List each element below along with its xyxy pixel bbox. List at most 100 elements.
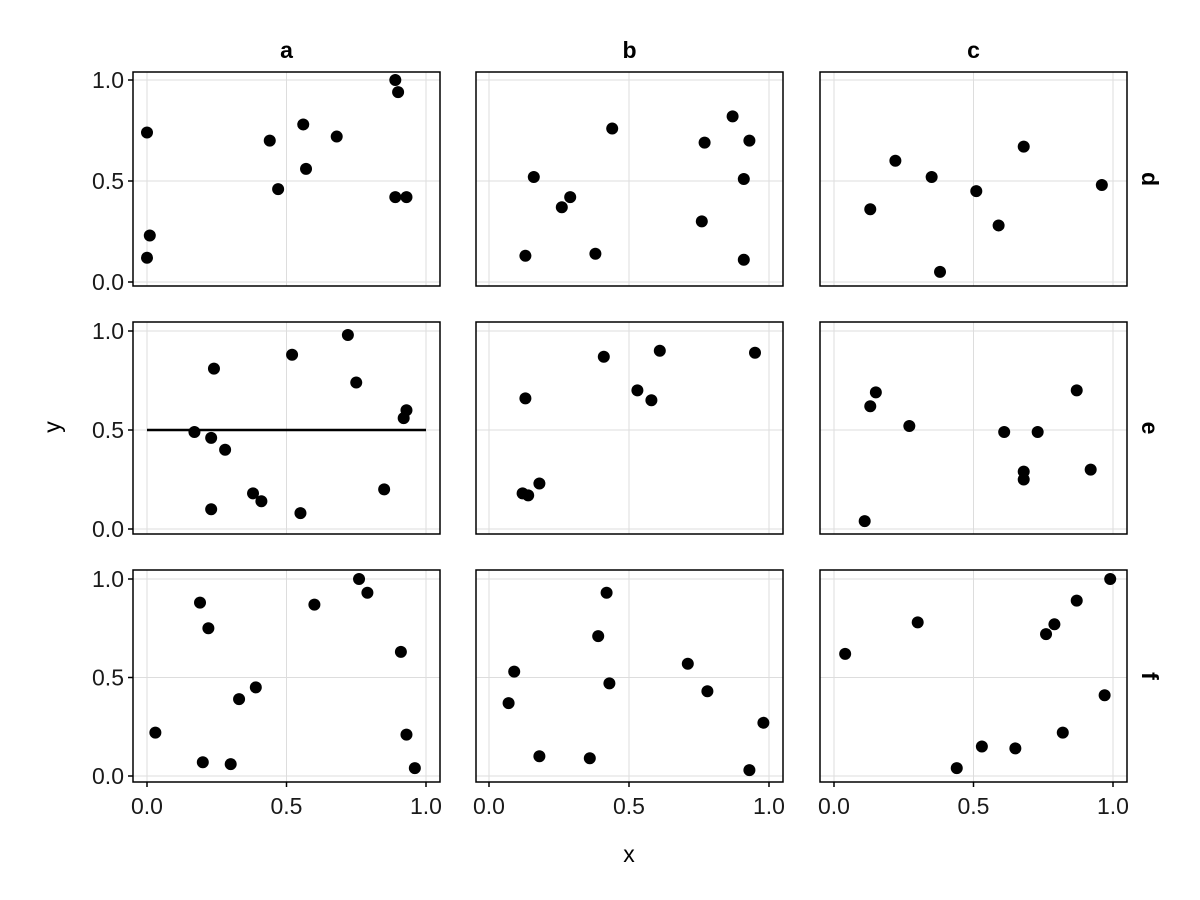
y-tick-label: 0.5 <box>92 168 124 194</box>
data-point <box>408 762 421 775</box>
data-point <box>207 362 220 375</box>
data-point <box>300 162 313 175</box>
data-point <box>219 443 232 456</box>
data-point <box>392 86 405 99</box>
data-point <box>1056 726 1069 739</box>
panel-frame-d-b <box>475 71 784 287</box>
data-point <box>597 350 610 363</box>
data-point <box>141 251 153 264</box>
data-point <box>297 118 310 131</box>
data-point <box>294 507 307 520</box>
data-point <box>1048 618 1061 631</box>
tick-layer: 0.0 0.5 1.0 0.0 0.5 1.0 0.0 0.5 1.0 0.0 0.5 1.0 0.0 0… <box>92 67 1129 819</box>
data-point <box>975 740 988 753</box>
data-point <box>589 247 602 260</box>
data-point <box>1070 384 1083 397</box>
data-point <box>950 762 963 775</box>
data-point <box>141 126 153 139</box>
data-point <box>255 495 268 508</box>
data-point <box>992 219 1005 232</box>
x-tick-label: 0.5 <box>613 793 645 819</box>
x-tick-label: 0.0 <box>818 793 850 819</box>
x-tick-label: 0.5 <box>958 793 990 819</box>
data-point <box>1084 463 1097 476</box>
data-point <box>998 425 1011 438</box>
data-point <box>400 404 413 417</box>
y-tick-label: 1.0 <box>92 67 124 93</box>
data-point <box>583 752 596 765</box>
data-point <box>592 630 605 643</box>
data-point <box>701 685 714 698</box>
row-title-f: f <box>1137 672 1163 680</box>
data-point <box>196 756 209 769</box>
data-point <box>645 394 658 407</box>
y-tick-label: 1.0 <box>92 318 124 344</box>
data-point <box>839 647 852 660</box>
data-point <box>1031 425 1044 438</box>
data-point <box>308 598 321 611</box>
data-point <box>533 477 546 490</box>
row-title-d: d <box>1137 172 1163 186</box>
data-point <box>263 134 276 147</box>
x-tick-label: 0.0 <box>473 793 505 819</box>
column-title-c: c <box>967 37 980 63</box>
data-point <box>555 201 568 214</box>
data-point <box>743 764 756 777</box>
data-point <box>272 183 285 196</box>
data-point <box>202 622 215 635</box>
data-point <box>400 191 413 204</box>
panel-frame-e-c <box>819 321 1128 535</box>
data-point <box>522 489 535 502</box>
data-point <box>603 677 616 690</box>
data-point <box>1009 742 1022 755</box>
data-point <box>194 596 207 609</box>
data-point <box>743 134 756 147</box>
y-tick-label: 0.0 <box>92 763 124 789</box>
data-point <box>606 122 619 135</box>
mark-layer <box>141 74 1117 777</box>
x-tick-label: 0.0 <box>131 793 163 819</box>
data-point <box>341 328 354 341</box>
data-point <box>149 726 162 739</box>
data-point <box>205 431 218 444</box>
data-point <box>934 265 947 278</box>
x-tick-label: 0.5 <box>271 793 303 819</box>
data-point <box>695 215 708 228</box>
data-point <box>749 346 761 359</box>
y-tick-label: 0.0 <box>92 269 124 295</box>
data-point <box>903 420 916 433</box>
x-tick-label: 1.0 <box>410 793 442 819</box>
data-point <box>330 130 343 143</box>
data-point <box>564 191 577 204</box>
data-point <box>726 110 739 123</box>
data-point <box>737 172 750 185</box>
panel-frame-e-b <box>475 321 784 535</box>
data-point <box>247 487 260 500</box>
data-point <box>361 586 374 599</box>
data-point <box>508 665 521 678</box>
data-point <box>143 229 156 242</box>
data-point <box>1070 594 1083 607</box>
x-tick-label: 1.0 <box>1097 793 1129 819</box>
data-point <box>737 253 750 266</box>
column-title-a: a <box>280 37 293 63</box>
data-point <box>1098 689 1111 702</box>
data-point <box>286 348 299 361</box>
x-tick-label: 1.0 <box>753 793 785 819</box>
data-point <box>400 728 413 741</box>
column-title-b: b <box>622 37 636 63</box>
data-point <box>233 693 246 706</box>
x-axis-label: x <box>623 841 635 867</box>
y-axis-label: y <box>39 421 65 433</box>
data-point <box>1095 179 1108 192</box>
data-point <box>864 400 877 413</box>
data-point <box>350 376 363 389</box>
y-tick-label: 0.0 <box>92 516 124 542</box>
data-point <box>502 697 515 710</box>
data-point <box>1040 628 1053 641</box>
data-point <box>869 386 882 399</box>
data-point <box>858 515 871 528</box>
panel-frame-d-c <box>819 71 1128 287</box>
